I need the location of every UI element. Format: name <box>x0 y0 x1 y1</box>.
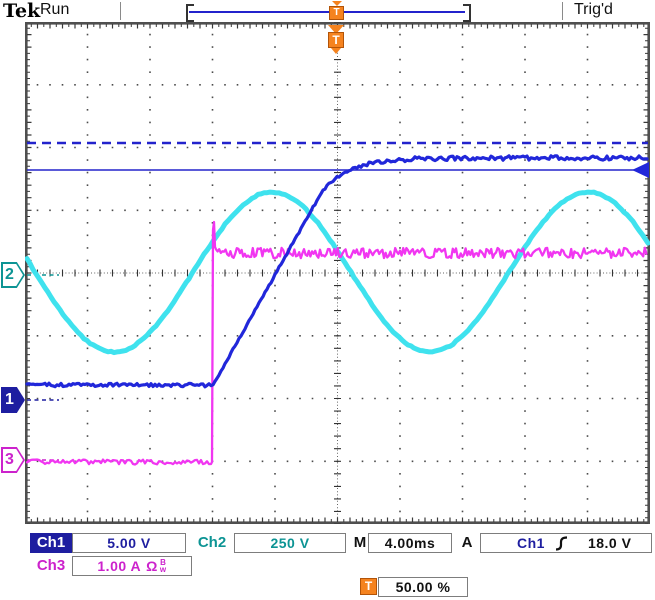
ch3-scale-readout: 1.00 A Ω B w <box>72 556 192 576</box>
marker-fill <box>3 264 23 286</box>
ch3-label: Ch3 <box>36 557 66 574</box>
trigger-position-marker-top: T <box>329 1 344 20</box>
bw-bottom: w <box>159 565 167 574</box>
rising-edge-icon <box>555 535 567 551</box>
ch2-label: Ch2 <box>197 534 227 551</box>
trigger-t-badge: T <box>360 578 377 595</box>
channel3-ground-marker: 3 <box>1 447 25 473</box>
trigger-t-icon: T <box>329 6 344 20</box>
trigger-position-marker-graticule: T <box>328 25 344 54</box>
bw-top: B <box>160 558 167 567</box>
channel3-marker-label: 3 <box>5 451 14 468</box>
trigger-arrow-icon <box>331 1 342 6</box>
ch3-scale-value: 1.00 A <box>97 558 142 574</box>
timebase-readout: 4.00ms <box>368 533 452 553</box>
trigger-readout: Ch1 18.0 V <box>480 533 652 553</box>
trigger-tip-icon <box>331 48 341 54</box>
topbar-separator <box>120 2 121 20</box>
record-window-bracket-left <box>186 4 194 22</box>
channel1-marker-label: 1 <box>5 391 14 408</box>
trigger-source: Ch1 <box>517 535 545 551</box>
trigger-status: Trig'd <box>574 1 613 18</box>
marker-fill <box>3 449 23 471</box>
channel2-marker-label: 2 <box>5 266 14 283</box>
ch1-scale-readout: 5.00 V <box>72 533 186 553</box>
trigger-position-readout: 50.00 % <box>378 577 468 597</box>
record-window-bracket-right <box>463 4 471 22</box>
ch1-badge: Ch1 <box>30 533 72 553</box>
trigger-level-readout: 18.0 V <box>587 535 632 551</box>
timebase-label: M <box>353 534 367 551</box>
graticule-display <box>25 22 650 524</box>
trigger-t-icon: T <box>328 32 344 48</box>
record-window-line <box>189 11 465 13</box>
ohm-coupling-icon: Ω <box>146 558 158 574</box>
ch2-scale-readout: 250 V <box>234 533 346 553</box>
tek-logo: Tek <box>3 0 41 22</box>
channel1-ground-marker: 1 <box>1 387 25 413</box>
topbar-separator-2 <box>562 2 563 20</box>
trigger-mode-label: A <box>461 534 473 551</box>
acquisition-state: Run <box>40 1 70 18</box>
trigger-arrow-icon <box>328 25 344 34</box>
channel2-ground-marker: 2 <box>1 262 25 288</box>
bandwidth-limit-icon: B w <box>159 558 167 574</box>
